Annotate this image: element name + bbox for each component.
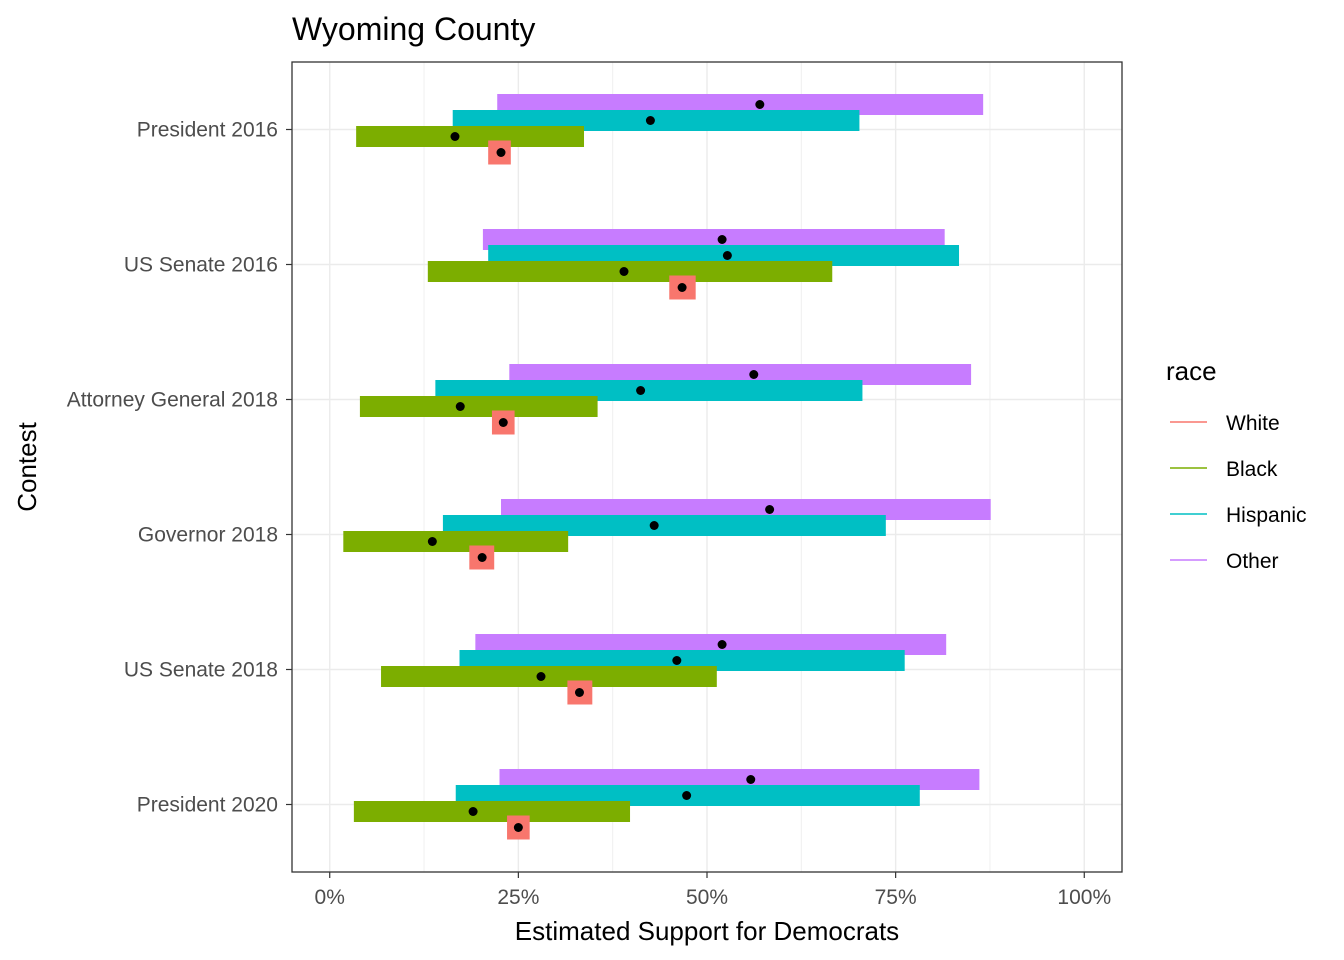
- bar-other: [509, 364, 972, 385]
- x-tick-label: 0%: [315, 886, 345, 909]
- legend-items: White Black Hispanic Other: [1170, 412, 1307, 573]
- x-tick-label: 25%: [497, 886, 539, 909]
- x-tick-label: 75%: [875, 886, 917, 909]
- bar-black: [381, 666, 717, 687]
- bar-other: [499, 769, 980, 790]
- bar-hispanic: [459, 650, 905, 671]
- point-estimate-white: [498, 418, 508, 427]
- legend-title: race: [1166, 356, 1217, 386]
- y-tick-label: President 2020: [137, 794, 278, 817]
- point-estimate-other: [765, 505, 775, 514]
- point-estimate-black: [619, 267, 629, 276]
- point-estimate-black: [536, 672, 546, 681]
- y-tick-label: US Senate 2016: [124, 254, 278, 277]
- legend-label: Hispanic: [1226, 504, 1307, 527]
- legend-label: Other: [1226, 550, 1279, 573]
- bar-hispanic: [442, 515, 886, 536]
- point-estimate-white: [513, 823, 523, 832]
- bar-other: [497, 94, 984, 115]
- bar-other: [482, 229, 945, 250]
- point-estimate-other: [755, 100, 765, 109]
- bar-black: [356, 126, 585, 147]
- bar-other: [501, 499, 991, 520]
- y-tick-label: Governor 2018: [138, 524, 278, 547]
- point-estimate-hispanic: [649, 521, 659, 530]
- point-estimate-other: [717, 640, 727, 649]
- y-axis: President 2016 US Senate 2016 Attorney Gen…: [67, 119, 292, 817]
- point-estimate-hispanic: [672, 656, 682, 665]
- point-estimate-black: [468, 807, 478, 816]
- bar-black: [427, 261, 833, 282]
- point-estimate-white: [496, 148, 506, 157]
- bar-black: [343, 531, 569, 552]
- y-tick-label: Attorney General 2018: [67, 389, 278, 412]
- bar-other: [475, 634, 947, 655]
- bar-black: [353, 801, 631, 822]
- point-estimate-hispanic: [645, 116, 655, 125]
- y-axis-title: Contest: [12, 421, 42, 511]
- chart-title: Wyoming County: [292, 11, 535, 47]
- point-estimate-other: [746, 775, 756, 784]
- bar-hispanic: [452, 110, 860, 131]
- x-tick-label: 100%: [1057, 886, 1111, 909]
- point-estimate-hispanic: [722, 251, 732, 260]
- point-estimate-white: [477, 553, 487, 562]
- legend-label: Black: [1226, 458, 1278, 481]
- point-estimate-black: [455, 402, 465, 411]
- plot-area: [291, 61, 1123, 873]
- y-tick-label: US Senate 2018: [124, 659, 278, 682]
- bars: [343, 94, 991, 840]
- point-estimate-other: [717, 235, 727, 244]
- point-estimate-hispanic: [682, 791, 692, 800]
- points: [427, 100, 775, 832]
- y-tick-label: President 2016: [137, 119, 278, 142]
- point-estimate-black: [450, 132, 460, 141]
- x-axis: 0% 25% 50% 75% 100%: [315, 872, 1111, 909]
- point-estimate-white: [574, 688, 584, 697]
- point-estimate-black: [427, 537, 437, 546]
- x-axis-title: Estimated Support for Democrats: [515, 916, 899, 946]
- bar-black: [359, 396, 598, 417]
- x-tick-label: 50%: [686, 886, 728, 909]
- point-estimate-hispanic: [636, 386, 646, 395]
- point-estimate-other: [749, 370, 759, 379]
- point-estimate-white: [677, 283, 687, 292]
- legend-label: White: [1226, 412, 1280, 435]
- legend: race White Black Hispanic Other: [1166, 356, 1307, 573]
- bar-hispanic: [435, 380, 863, 401]
